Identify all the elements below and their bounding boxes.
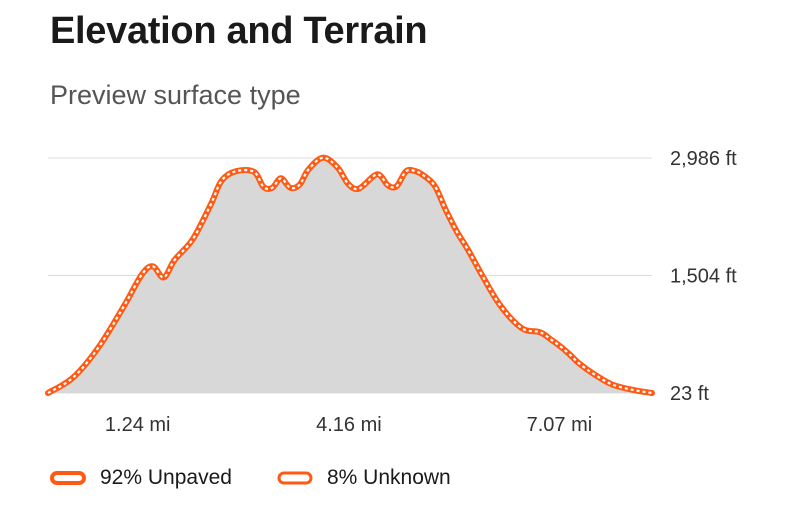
unpaved-swatch-icon bbox=[50, 471, 86, 485]
x-tick-label: 1.24 mi bbox=[105, 414, 171, 436]
x-tick-label: 7.07 mi bbox=[527, 414, 593, 436]
chart-subtitle: Preview surface type bbox=[50, 80, 301, 110]
x-axis-ticks: 1.24 mi 4.16 mi 7.07 mi bbox=[105, 414, 592, 436]
y-tick-label: 23 ft bbox=[670, 383, 709, 405]
y-tick-label: 1,504 ft bbox=[670, 266, 737, 288]
legend-item-unpaved: 92% Unpaved bbox=[50, 466, 232, 490]
x-tick-label: 4.16 mi bbox=[316, 414, 382, 436]
y-tick-label: 2,986 ft bbox=[670, 148, 737, 170]
unknown-swatch-icon bbox=[277, 471, 313, 485]
elevation-chart: 2,986 ft 1,504 ft 23 ft 1.24 mi 4.16 mi 7.07… bbox=[45, 148, 737, 436]
legend-label-unknown: 8% Unknown bbox=[327, 466, 451, 489]
chart-title: Elevation and Terrain bbox=[50, 10, 428, 52]
elevation-area bbox=[48, 157, 652, 393]
y-axis-ticks: 2,986 ft 1,504 ft 23 ft bbox=[670, 148, 737, 405]
legend-label-unpaved: 92% Unpaved bbox=[100, 466, 232, 489]
legend-item-unknown: 8% Unknown bbox=[277, 466, 451, 490]
elevation-line-dashes bbox=[47, 156, 653, 395]
